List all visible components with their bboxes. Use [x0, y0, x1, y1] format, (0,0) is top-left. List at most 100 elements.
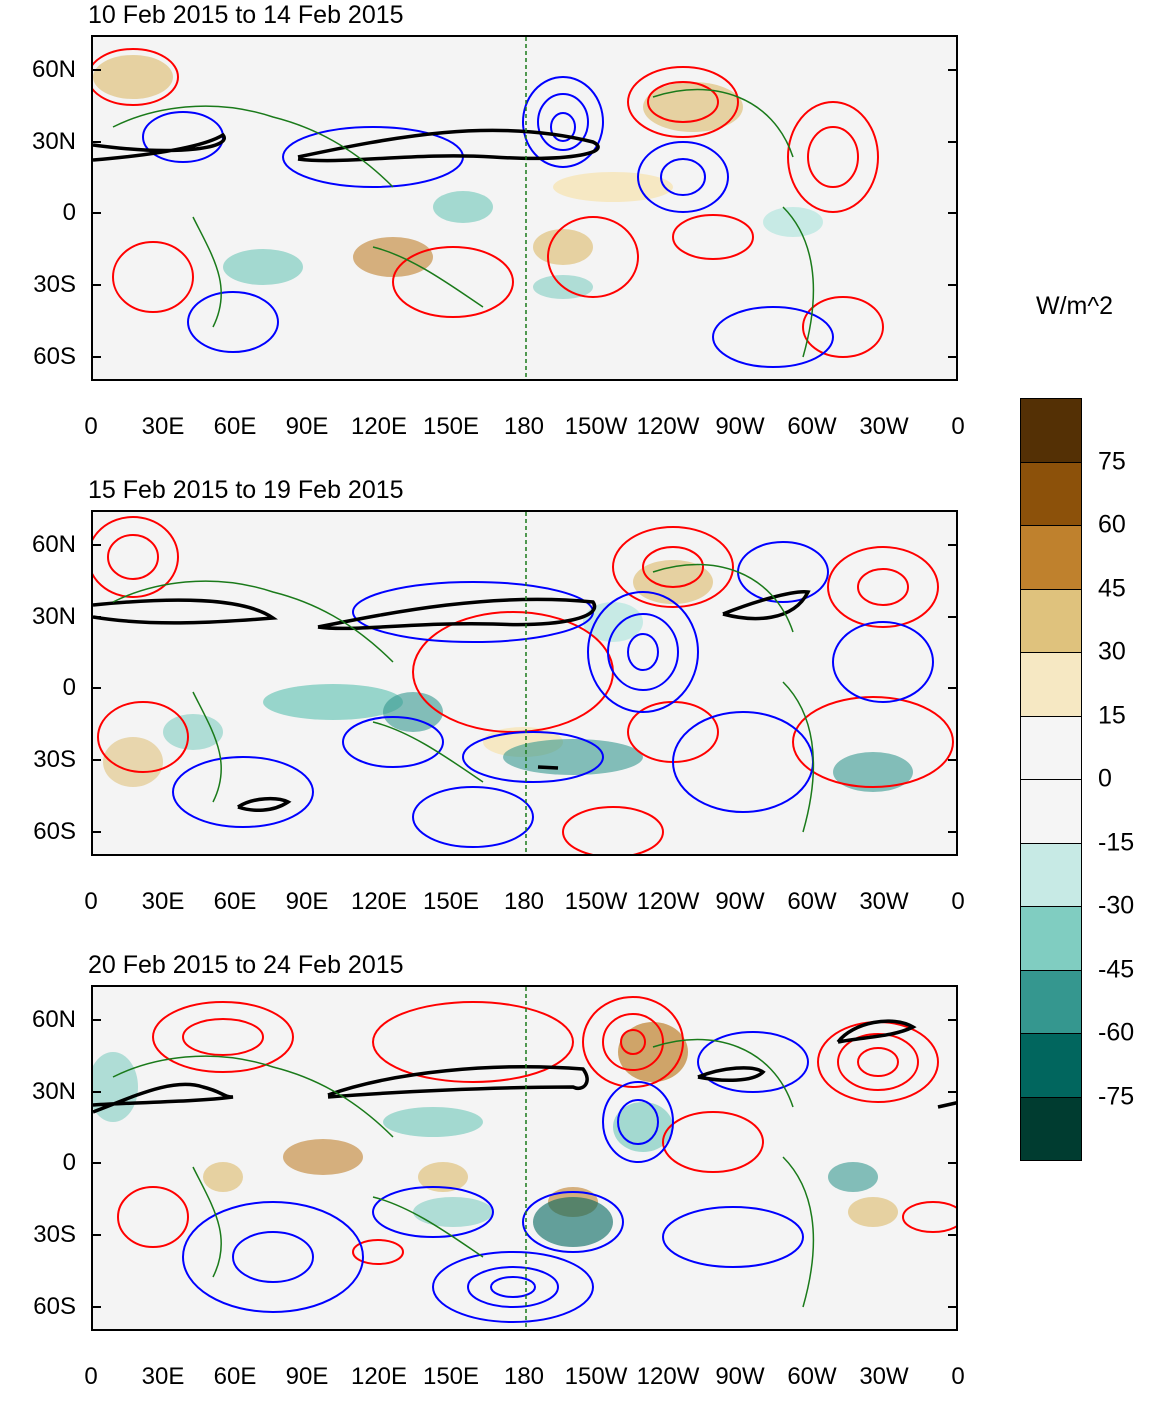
negative-contour [182, 1201, 364, 1313]
colorbar-cell [1020, 715, 1082, 780]
lon-label: 0 [951, 1363, 965, 1390]
shade-teal [833, 752, 913, 792]
positive-contour [112, 241, 194, 313]
lon-label: 150E [422, 1363, 480, 1390]
negative-contour [232, 1231, 314, 1283]
lon-label: 0 [951, 413, 965, 440]
lon-label: 0 [84, 413, 98, 440]
zero-contour [93, 590, 811, 813]
lon-label: 120E [350, 888, 408, 915]
lon-label: 30E [141, 413, 185, 440]
positive-contour [97, 701, 189, 773]
negative-contour [467, 1266, 559, 1308]
colorbar-tick-label: 0 [1098, 764, 1112, 793]
colorbar-cell [1020, 906, 1082, 971]
shade-teal [383, 1107, 483, 1137]
shade-teal [163, 714, 223, 750]
positive-contour [902, 1201, 956, 1233]
shade-teal [503, 739, 643, 775]
shade-brown [203, 1162, 243, 1192]
lat-label: 30N [31, 1078, 76, 1105]
negative-contour [412, 786, 534, 848]
lon-label: 30E [141, 1363, 185, 1390]
lon-label: 90E [285, 1363, 329, 1390]
shade-brown [618, 1022, 688, 1082]
panel-title: 10 Feb 2015 to 14 Feb 2015 [88, 1, 404, 29]
shade-teal [383, 692, 443, 732]
colorbar [1020, 398, 1082, 1161]
map-area[interactable] [91, 35, 958, 381]
lon-label: 90E [285, 888, 329, 915]
positive-contour [93, 48, 179, 106]
shade-teal [763, 207, 823, 237]
lon-label: 120W [636, 888, 700, 915]
positive-contour [792, 696, 954, 788]
lon-label: 90E [285, 413, 329, 440]
shade-teal [533, 1197, 613, 1247]
panel-2: 15 Feb 2015 to 19 Feb 2015 [0, 475, 1000, 945]
negative-contour [342, 716, 444, 768]
positive-contour [582, 996, 684, 1088]
negative-contour [637, 141, 729, 213]
shade-brown [93, 55, 173, 99]
panel-3: 20 Feb 2015 to 24 Feb 2015 [0, 950, 1000, 1420]
positive-contour [827, 546, 939, 628]
lon-label: 120E [350, 413, 408, 440]
lat-label: 60N [31, 1006, 76, 1033]
coastline [112, 1038, 815, 1308]
shading [93, 1022, 898, 1247]
colorbar-tick-label: -15 [1098, 828, 1135, 856]
negative-contour [617, 1099, 659, 1145]
lat-label: 0 [62, 1149, 76, 1176]
units-label: W/m^2 [1036, 292, 1114, 320]
colorbar-tick-label: -60 [1098, 1018, 1135, 1047]
lon-label: 30W [859, 888, 909, 915]
positive-contour [93, 516, 179, 598]
colorbar-tick-label: 30 [1098, 637, 1126, 666]
panel-title: 20 Feb 2015 to 24 Feb 2015 [88, 951, 404, 979]
negative-contour [627, 633, 659, 671]
shade-teal [613, 1102, 673, 1152]
negative-contour [172, 756, 314, 828]
positive-contour [642, 546, 704, 588]
negative-contour [550, 112, 576, 142]
lat-label: 60N [31, 56, 76, 83]
map-area[interactable] [91, 985, 958, 1331]
positive-contour [562, 806, 664, 854]
lon-label: 60E [213, 1363, 257, 1390]
lon-label: 120E [350, 1363, 408, 1390]
colorbar-cell [1020, 969, 1082, 1034]
lon-label: 180 [503, 413, 545, 440]
shade-brown [553, 172, 673, 202]
map-area[interactable] [91, 510, 958, 856]
lon-label: 90W [715, 413, 765, 440]
positive-contour [392, 246, 514, 318]
lon-label: 150W [564, 413, 628, 440]
positive-contour [547, 216, 639, 298]
lon-label: 0 [84, 1363, 98, 1390]
negative-contour [432, 1251, 594, 1323]
lat-label: 60S [33, 818, 76, 845]
panel-1: 10 Feb 2015 to 14 Feb 2015 [0, 0, 1000, 470]
negative-contour [672, 711, 814, 813]
shade-brown [418, 1162, 468, 1192]
shade-teal [413, 1197, 493, 1227]
lat-label: 30S [33, 271, 76, 298]
colorbar-cell [1020, 525, 1082, 590]
zero-contour [93, 1019, 956, 1114]
positive-contour [807, 126, 859, 188]
lat-label: 30N [31, 603, 76, 630]
colorbar-tick-label: -45 [1098, 955, 1135, 983]
shade-brown [533, 229, 593, 265]
shade-brown [103, 737, 163, 787]
lon-label: 120W [636, 413, 700, 440]
positive-contour [107, 534, 159, 580]
lon-label: 90W [715, 888, 765, 915]
colorbar-tick-label: 60 [1098, 510, 1126, 539]
negative-contour [522, 1191, 624, 1253]
positive-contour [647, 81, 719, 123]
negative-contour [832, 621, 934, 703]
positive-contour [662, 1111, 764, 1173]
lat-label: 0 [62, 199, 76, 226]
lon-label: 60W [787, 888, 837, 915]
